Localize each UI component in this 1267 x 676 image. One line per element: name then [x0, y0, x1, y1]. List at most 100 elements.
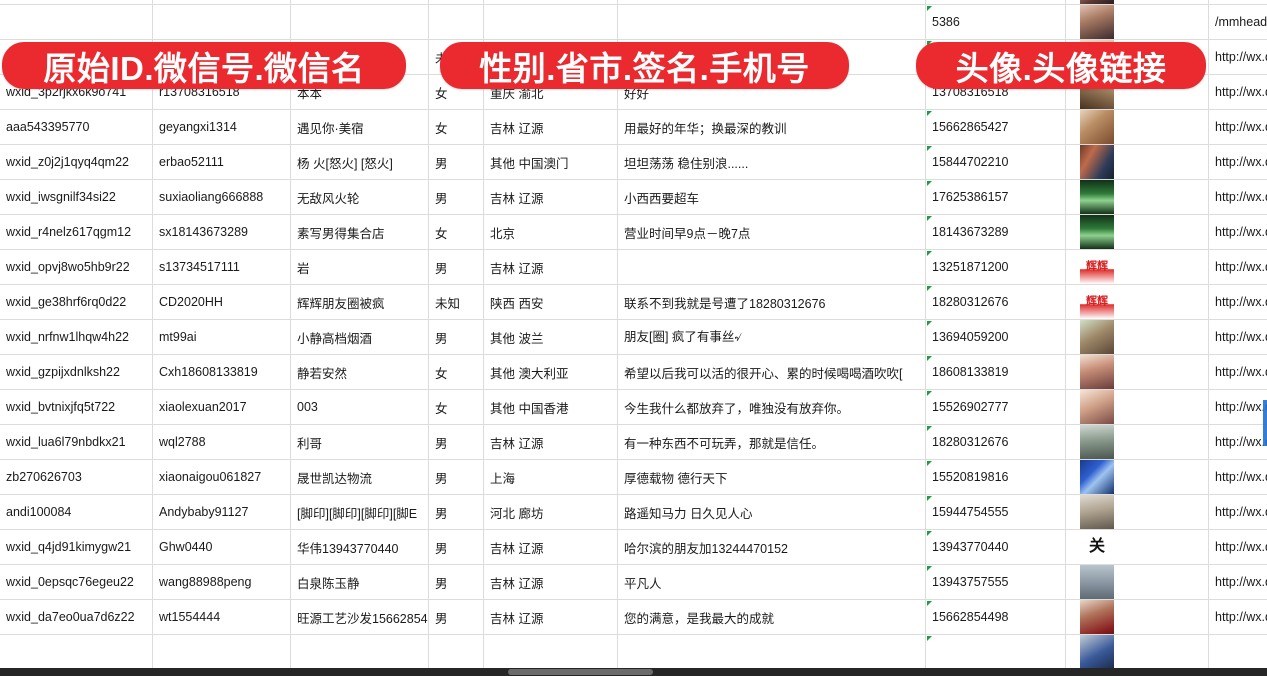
cell-avatar[interactable]	[1065, 109, 1209, 145]
table-row[interactable]: wxid_opvj8wo5hb9r22 s13734517111 岩男吉林 辽源 13…	[0, 249, 1267, 285]
cell-gender[interactable]: 女	[428, 214, 484, 250]
cell-gender[interactable]: 男	[428, 424, 484, 460]
cell-wechat-name[interactable]: 小静高档烟酒	[290, 319, 429, 355]
table-row[interactable]: wxid_65p5qakpwuie22xiaojing600546丫丫~小未知其…	[0, 0, 1267, 5]
cell-original-id[interactable]: wxid_z0j2j1qyq4qm22	[0, 144, 153, 180]
cell-wechat-name[interactable]	[290, 4, 429, 40]
cell-gender[interactable]: 女	[428, 354, 484, 390]
table-row[interactable]: wxid_z0j2j1qyq4qm22 erbao52111 杨 火[怒火] [怒火…	[0, 144, 1267, 180]
cell-wechat-id[interactable]: erbao52111	[152, 144, 291, 180]
cell-original-id[interactable]: wxid_0epsqc76egeu22	[0, 564, 153, 600]
cell-phone[interactable]: 13943757555	[925, 564, 1066, 600]
cell-signature[interactable]: 营业时间早9点－晚7点	[617, 214, 926, 250]
cell-signature[interactable]: 小西西要超车	[617, 179, 926, 215]
cell-gender[interactable]: 男	[428, 564, 484, 600]
cell-wechat-id[interactable]: Ghw0440	[152, 529, 291, 565]
cell-phone[interactable]: 18280312676	[925, 0, 1066, 5]
cell-wechat-id[interactable]: mt99ai	[152, 319, 291, 355]
cell-signature[interactable]: 有一种东西不可玩弄，那就是信任。	[617, 424, 926, 460]
cell-original-id[interactable]: wxid_opvj8wo5hb9r22	[0, 249, 153, 285]
cell-phone[interactable]: 15662865427	[925, 109, 1066, 145]
cell-wechat-name[interactable]: 静若安然	[290, 354, 429, 390]
cell-avatar-url[interactable]: http://wx.qlogo.cn/mmhead	[1208, 144, 1267, 180]
cell-wechat-name[interactable]: 遇见你·美宿	[290, 109, 429, 145]
cell-gender[interactable]: 男	[428, 599, 484, 635]
cell-wechat-name[interactable]: 晟世凯达物流	[290, 459, 429, 495]
cell-original-id[interactable]: andi100084	[0, 494, 153, 530]
cell-phone[interactable]	[925, 634, 1066, 670]
cell-signature[interactable]: 希望以后我可以活的很开心、累的时候喝喝酒吹吹[	[617, 354, 926, 390]
cell-region[interactable]: 吉林 辽源	[483, 249, 618, 285]
cell-avatar-url[interactable]: http://wx.qlogo.cn/mmhead	[1208, 0, 1267, 5]
cell-avatar[interactable]	[1065, 389, 1209, 425]
cell-original-id[interactable]: wxid_lua6l79nbdkx21	[0, 424, 153, 460]
cell-wechat-id[interactable]	[152, 634, 291, 670]
cell-signature[interactable]: 今生我什么都放弃了，唯独没有放弃你。	[617, 389, 926, 425]
cell-wechat-id[interactable]: wang88988peng	[152, 564, 291, 600]
table-row[interactable]: wxid_gzpijxdnlksh22 Cxh18608133819 静若安然女其他…	[0, 354, 1267, 390]
cell-original-id[interactable]: wxid_r4nelz617qgm12	[0, 214, 153, 250]
cell-wechat-name[interactable]: 利哥	[290, 424, 429, 460]
cell-region[interactable]: 吉林 辽源	[483, 599, 618, 635]
cell-wechat-id[interactable]: xiaonaigou061827	[152, 459, 291, 495]
cell-original-id[interactable]: wxid_q4jd91kimygw21	[0, 529, 153, 565]
cell-wechat-name[interactable]: 003	[290, 389, 429, 425]
cell-signature[interactable]: 厚德载物 德行天下	[617, 459, 926, 495]
cell-region[interactable]: 吉林 辽源	[483, 564, 618, 600]
cell-phone[interactable]: 17625386157	[925, 179, 1066, 215]
cell-phone[interactable]: 13943770440	[925, 529, 1066, 565]
cell-avatar[interactable]: 辉辉	[1065, 249, 1209, 285]
cell-wechat-id[interactable]: Andybaby91127	[152, 494, 291, 530]
cell-avatar[interactable]	[1065, 564, 1209, 600]
cell-avatar-url[interactable]: http://wx.qlogo.cn/mmhead	[1208, 179, 1267, 215]
cell-original-id[interactable]: zb270626703	[0, 459, 153, 495]
table-row[interactable]: zb270626703 xiaonaigou061827 晟世凯达物流男上海 厚德载物…	[0, 459, 1267, 495]
cell-avatar-url[interactable]: http://wx.qlogo.cn/mmhead	[1208, 354, 1267, 390]
cell-avatar[interactable]	[1065, 354, 1209, 390]
cell-avatar[interactable]: 辉辉	[1065, 284, 1209, 320]
cell-wechat-id[interactable]: sx18143673289	[152, 214, 291, 250]
cell-signature[interactable]: 朋友[圈] 疯了有事丝৵	[617, 319, 926, 355]
cell-avatar-url[interactable]: http://wx.qlogo.cn/mmhead	[1208, 39, 1267, 75]
cell-wechat-id[interactable]: xiaolexuan2017	[152, 389, 291, 425]
cell-avatar-url[interactable]: http://wx.qlogo.cn/mmhead	[1208, 459, 1267, 495]
cell-original-id[interactable]: wxid_65p5qakpwuie22	[0, 0, 153, 5]
table-row[interactable]: wxid_da7eo0ua7d6z22 wt1554444 旺源工艺沙发156628…	[0, 599, 1267, 635]
cell-avatar[interactable]	[1065, 0, 1209, 5]
cell-wechat-id[interactable]: geyangxi1314	[152, 109, 291, 145]
cell-avatar[interactable]	[1065, 424, 1209, 460]
cell-avatar[interactable]	[1065, 144, 1209, 180]
cell-avatar[interactable]	[1065, 634, 1209, 670]
table-row[interactable]: wxid_0epsqc76egeu22 wang88988peng 白泉陈玉静男吉林…	[0, 564, 1267, 600]
cell-signature[interactable]: 用最好的年华；换最深的教训	[617, 109, 926, 145]
cell-gender[interactable]: 男	[428, 459, 484, 495]
table-row[interactable]: wxid_ge38hrf6rq0d22 CD2020HH 辉辉朋友圈被疯 未知 陕西 西…	[0, 284, 1267, 320]
cell-signature[interactable]: 哈尔滨的朋友加13244470152	[617, 529, 926, 565]
cell-avatar[interactable]	[1065, 599, 1209, 635]
table-row[interactable]: wxid_bvtnixjfq5t722 xiaolexuan2017 003 女其他 …	[0, 389, 1267, 425]
cell-avatar-url[interactable]: http://wx.qlogo.cn/mmhead	[1208, 424, 1267, 460]
cell-phone[interactable]: 18608133819	[925, 354, 1066, 390]
cell-avatar[interactable]	[1065, 494, 1209, 530]
table-row[interactable]: wxid_iwsgnilf34si22 suxiaoliang666888 无敌风火…	[0, 179, 1267, 215]
cell-region[interactable]: 吉林 辽源	[483, 529, 618, 565]
cell-phone[interactable]: 13251871200	[925, 249, 1066, 285]
cell-wechat-name[interactable]: 华伟13943770440	[290, 529, 429, 565]
horizontal-scrollbar[interactable]	[0, 668, 1267, 676]
cell-wechat-name[interactable]: 辉辉朋友圈被疯	[290, 284, 429, 320]
cell-region[interactable]: 吉林 辽源	[483, 424, 618, 460]
table-row[interactable]: wxid_lua6l79nbdkx21 wql2788 利哥男吉林 辽源 有一种东西不…	[0, 424, 1267, 460]
cell-region[interactable]: 吉林 辽源	[483, 109, 618, 145]
cell-signature[interactable]	[617, 634, 926, 670]
cell-original-id[interactable]	[0, 4, 153, 40]
cell-phone[interactable]: 15844702210	[925, 144, 1066, 180]
cell-region[interactable]	[483, 634, 618, 670]
cell-original-id[interactable]: wxid_da7eo0ua7d6z22	[0, 599, 153, 635]
cell-original-id[interactable]: wxid_gzpijxdnlksh22	[0, 354, 153, 390]
cell-phone[interactable]: 15944754555	[925, 494, 1066, 530]
cell-signature[interactable]	[617, 4, 926, 40]
cell-phone[interactable]: 13694059200	[925, 319, 1066, 355]
table-row[interactable]: wxid_nrfnw1lhqw4h22 mt99ai 小静高档烟酒男其他 波兰 朋友[…	[0, 319, 1267, 355]
cell-gender[interactable]: 男	[428, 249, 484, 285]
cell-gender[interactable]: 未知	[428, 284, 484, 320]
